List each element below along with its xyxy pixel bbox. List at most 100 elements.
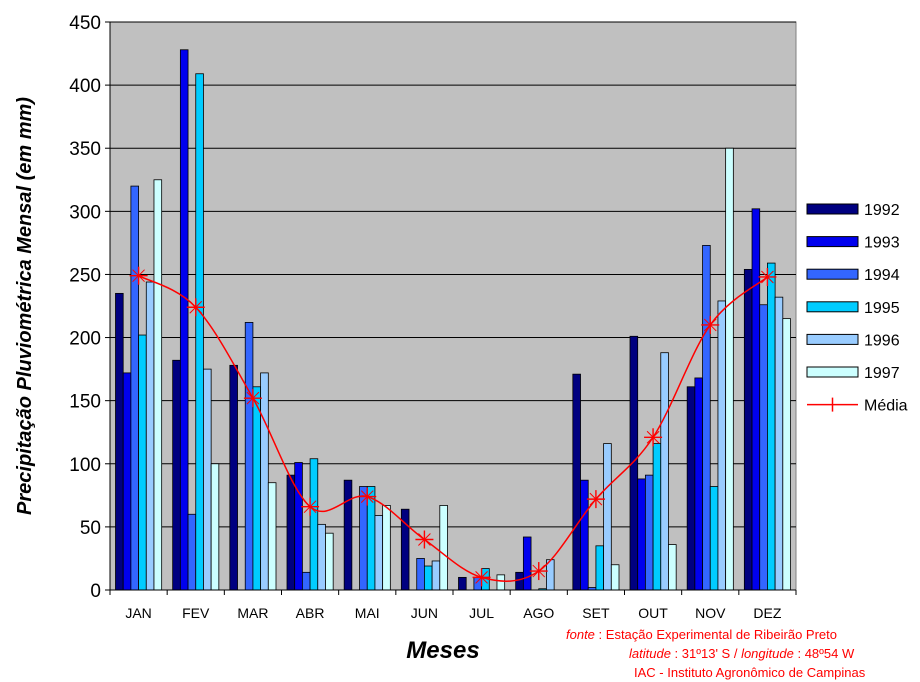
y-axis-label: Precipitação Pluviométrica Mensal (em mm… — [14, 97, 36, 515]
bar-1995-mar — [252, 386, 262, 591]
bar-1994-jun — [416, 558, 425, 591]
x-tick-label-mar: MAR — [237, 605, 268, 621]
legend-label: 1997 — [864, 365, 900, 382]
legend-label: 1993 — [864, 235, 900, 252]
bar-1992-mai — [343, 479, 353, 591]
legend-item-1992: 1992 — [806, 202, 900, 219]
bar-1994-jul — [473, 576, 482, 591]
average-line-path — [138, 275, 768, 582]
x-tick-label-out: OUT — [638, 605, 668, 621]
bar-1992-nov — [686, 386, 696, 591]
bar-1997-abr — [325, 532, 334, 591]
y-tick-label: 0 — [90, 581, 101, 602]
bar-1995-fev — [195, 73, 204, 591]
x-tick-label-abr: ABR — [296, 605, 325, 621]
average-point-abr — [301, 497, 320, 516]
bar-1995-nov — [709, 486, 719, 591]
bar-1996-fev — [203, 368, 212, 591]
legend: 1992 1993 1994 1995 1996 1997 Média — [806, 202, 908, 415]
x-tick-label-ago: AGO — [523, 605, 554, 621]
bar-1996-set — [603, 443, 612, 591]
average-point-ago — [529, 562, 548, 581]
y-tick-label: 350 — [69, 139, 101, 160]
legend-swatch — [806, 301, 859, 313]
average-point-set — [586, 490, 605, 509]
legend-swatch — [806, 203, 859, 215]
bar-1995-set — [595, 545, 605, 591]
legend-swatch — [806, 268, 859, 280]
y-tick-label: 400 — [69, 76, 101, 97]
legend-label: 1996 — [864, 332, 900, 349]
bar-1996-out — [660, 352, 669, 591]
source-note-line-2: latitude : 31º13' S / longitude : 48º54 … — [629, 646, 854, 661]
y-tick-label: 100 — [69, 455, 101, 476]
bar-1997-fev — [210, 463, 220, 591]
average-point-mar — [243, 389, 262, 408]
bar-1997-set — [610, 564, 620, 591]
bar-1996-mai — [374, 515, 384, 591]
x-tick-label-jun: JUN — [411, 605, 438, 621]
legend-item-1997: 1997 — [806, 365, 900, 382]
y-tick-label: 150 — [69, 392, 101, 413]
legend-item-1995: 1995 — [806, 300, 900, 317]
x-tick-label-jan: JAN — [125, 605, 151, 621]
bar-1994-out — [644, 474, 654, 591]
bars — [115, 49, 791, 591]
y-tick-label: 250 — [69, 265, 101, 286]
bar-1997-jun — [439, 505, 448, 591]
legend-label: 1995 — [864, 300, 900, 317]
x-tick-label-jul: JUL — [469, 605, 494, 621]
legend-item-média: Média — [807, 397, 908, 415]
source-longitude-label: longitude — [741, 646, 794, 661]
legend-swatch — [806, 333, 859, 345]
legend-item-1996: 1996 — [806, 332, 900, 349]
bar-1995-dez — [767, 262, 776, 591]
bar-1992-mar — [229, 364, 238, 591]
plot-area — [109, 21, 797, 591]
average-point-jan — [129, 266, 148, 285]
bar-1994-nov — [702, 245, 711, 591]
source-fonte-label: fonte — [566, 627, 595, 642]
legend-label: 1994 — [864, 267, 900, 284]
source-institution: IAC - Instituto Agronômico de Campinas — [634, 665, 866, 680]
x-tick-label-fev: FEV — [182, 605, 210, 621]
bar-1997-mai — [382, 505, 391, 591]
bar-1992-dez — [743, 268, 753, 591]
source-note-line-1: fonte : Estação Experimental de Ribeirão… — [566, 627, 837, 642]
y-tick-label: 300 — [69, 202, 101, 223]
bar-1993-dez — [751, 208, 761, 591]
x-tick-label-mai: MAI — [355, 605, 380, 621]
y-tick-label: 450 — [69, 13, 101, 34]
y-tick-label: 50 — [80, 518, 101, 539]
x-tick-label-dez: DEZ — [753, 605, 781, 621]
average-point-nov — [701, 315, 720, 334]
bar-1996-nov — [717, 300, 727, 591]
bar-1997-out — [668, 544, 677, 591]
bar-1994-mar — [244, 322, 254, 591]
bar-1995-out — [652, 443, 662, 591]
bar-1993-abr — [294, 462, 303, 591]
bar-1993-set — [580, 479, 589, 591]
average-point-dez — [758, 267, 777, 286]
bar-1996-jun — [431, 560, 441, 591]
bar-1992-ago — [515, 571, 524, 591]
bar-1994-dez — [759, 304, 768, 591]
bar-1997-jul — [496, 574, 506, 591]
average-point-out — [644, 428, 663, 447]
x-tick-label-nov: NOV — [695, 605, 726, 621]
gridlines — [110, 21, 796, 528]
legend-swatch — [806, 236, 859, 248]
bar-1996-dez — [774, 296, 784, 591]
bar-1992-jul — [458, 576, 467, 591]
bar-1994-jan — [130, 185, 139, 591]
source-latitude-text: : 31º13' S / — [674, 646, 738, 661]
average-point-jul — [472, 568, 491, 587]
legend-item-1993: 1993 — [806, 235, 900, 252]
bar-1997-jan — [153, 179, 163, 591]
bar-1997-dez — [782, 318, 791, 591]
legend-label: Média — [864, 398, 908, 415]
bar-1995-jun — [424, 565, 433, 591]
bar-1992-abr — [286, 474, 296, 591]
bar-1997-nov — [725, 147, 734, 591]
